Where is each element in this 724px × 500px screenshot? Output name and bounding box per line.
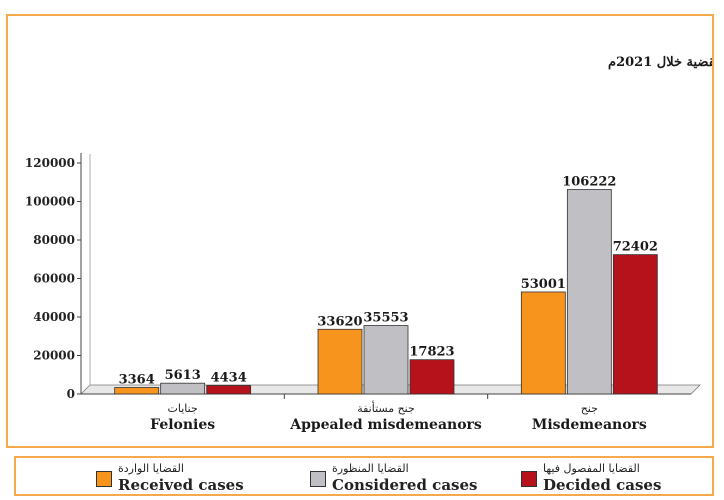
bar-considered-cases [566, 189, 612, 395]
y-tick-label: 60000 [33, 272, 75, 286]
y-tick-label: 80000 [33, 233, 75, 247]
legend-label-en: Decided cases [543, 476, 662, 494]
bar-decided-cases [612, 254, 658, 395]
y-tick-label: 120000 [25, 156, 75, 170]
legend-label-ar: القضايا المنظورة [332, 462, 409, 475]
legend-label-ar: القضايا الواردة [118, 462, 184, 475]
legend-label-ar: القضايا المفصول فيها [543, 462, 640, 475]
data-label: 3364 [119, 373, 155, 388]
y-tick-label: 0 [67, 387, 75, 401]
data-label: 106222 [562, 175, 616, 190]
legend-swatch-received [96, 471, 112, 487]
data-label: 35553 [363, 311, 408, 326]
legend: القضايا الواردة Received cases القضايا ا… [14, 456, 714, 496]
data-label: 17823 [409, 345, 454, 360]
data-label: 4434 [211, 370, 247, 385]
chart-frame: إجمالى عدد القضايا الجزائية الواردة والم… [6, 14, 724, 448]
chart-title: إجمالى عدد القضايا الجزائية الواردة والم… [608, 55, 712, 70]
data-label: 5613 [165, 368, 201, 383]
legend-swatch-decided [521, 471, 537, 487]
bar-chart: إجمالى عدد القضايا الجزائية الواردة والم… [25, 55, 724, 433]
bar-received-cases [114, 387, 160, 395]
data-label: 33620 [317, 314, 362, 329]
x-tick-label-ar: جنح [581, 402, 598, 415]
data-label: 53001 [521, 277, 566, 292]
x-tick-label-ar: جنح مستأنفة [357, 400, 415, 415]
bar-received-cases [520, 291, 566, 395]
y-tick-label: 100000 [25, 195, 75, 209]
bar-considered-cases [363, 325, 409, 395]
bar-considered-cases [160, 382, 206, 395]
y-tick-label: 20000 [33, 349, 75, 363]
x-tick-label-en: Felonies [150, 417, 215, 433]
bar-decided-cases [206, 385, 252, 395]
x-tick-label-en: Appealed misdemeanors [289, 417, 482, 433]
bar-received-cases [317, 328, 363, 395]
legend-swatch-considered [310, 471, 326, 487]
legend-label-en: Considered cases [332, 476, 478, 494]
data-label: 72402 [613, 240, 658, 255]
y-tick-label: 40000 [33, 310, 75, 324]
bar-decided-cases [409, 359, 455, 395]
legend-label-en: Received cases [118, 476, 244, 494]
x-tick-label-en: Misdemeanors [532, 417, 647, 433]
x-tick-label-ar: جنايات [168, 402, 198, 415]
